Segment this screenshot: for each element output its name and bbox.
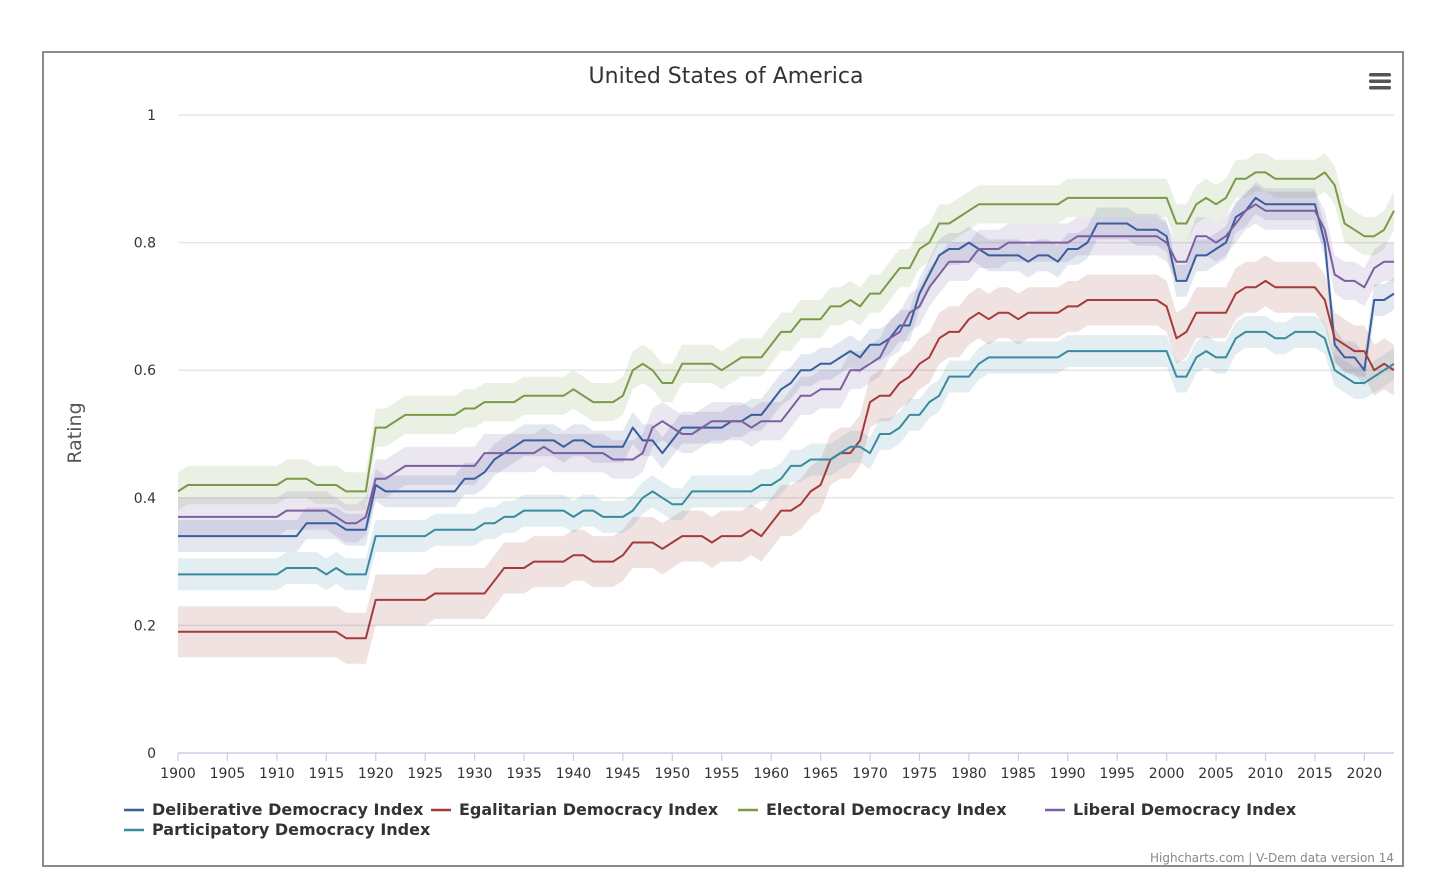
y-tick-label: 0.2 (134, 618, 156, 634)
x-tick-label: 2015 (1297, 766, 1333, 782)
series-line-2[interactable] (177, 171, 1395, 493)
y-tick-label: 1 (147, 108, 156, 124)
confidence-bands (178, 153, 1394, 664)
x-tick-label: 1930 (457, 766, 493, 782)
legend-item-1[interactable]: Egalitarian Democracy Index (431, 800, 719, 819)
x-tick-label: 1975 (902, 766, 938, 782)
legend-item-2[interactable]: Electoral Democracy Index (738, 800, 1007, 819)
x-tick-label: 2020 (1347, 766, 1383, 782)
x-tick-label: 1935 (506, 766, 542, 782)
x-tick-label: 1925 (407, 766, 443, 782)
x-tick-label: 1985 (1001, 766, 1037, 782)
gridlines (178, 114, 1394, 627)
confidence-band-0 (178, 182, 1394, 552)
x-tick-label: 1950 (654, 766, 690, 782)
x-tick-label: 2000 (1149, 766, 1185, 782)
x-tick-label: 1990 (1050, 766, 1086, 782)
x-tick-label: 1940 (556, 766, 592, 782)
y-axis-ticks: 0 0.2 0.4 0.6 0.8 1 (134, 108, 156, 762)
x-tick-label: 2010 (1248, 766, 1284, 782)
legend-label: Electoral Democracy Index (766, 800, 1007, 819)
confidence-band-1 (178, 255, 1394, 664)
x-axis: 1900 1905 1910 1915 1920 1925 1930 1935 1940 1945… (160, 752, 1394, 782)
legend-label: Participatory Democracy Index (152, 820, 431, 839)
y-tick-label: 0.4 (134, 491, 156, 507)
y-axis-label: Rating (64, 402, 86, 463)
x-tick-label: 1945 (605, 766, 641, 782)
x-tick-label: 1920 (358, 766, 394, 782)
series-line-0[interactable] (178, 196, 1395, 538)
x-tick-label: 2005 (1198, 766, 1234, 782)
x-tick-label: 1910 (259, 766, 295, 782)
legend-label: Deliberative Democracy Index (152, 800, 424, 819)
x-tick-label: 1960 (753, 766, 789, 782)
x-tick-label: 1955 (704, 766, 740, 782)
x-tick-label: 1980 (951, 766, 987, 782)
legend-label: Liberal Democracy Index (1073, 800, 1297, 819)
hamburger-menu-icon (1369, 73, 1391, 90)
y-tick-label: 0.6 (134, 363, 156, 379)
series-line-4[interactable] (178, 330, 1395, 576)
y-tick-label: 0 (147, 746, 156, 762)
x-tick-label: 1905 (210, 766, 246, 782)
legend-item-0[interactable]: Deliberative Democracy Index (124, 800, 424, 819)
x-tick-label: 1965 (803, 766, 839, 782)
x-tick-label: 1995 (1099, 766, 1135, 782)
x-tick-label: 1970 (852, 766, 888, 782)
confidence-band-4 (178, 316, 1394, 591)
x-tick-label: 1900 (160, 766, 196, 782)
series-line-1[interactable] (178, 279, 1395, 640)
legend-item-4[interactable]: Participatory Democracy Index (124, 820, 431, 839)
series-lines (177, 171, 1395, 640)
chart: United States of America Rating 00.20.40… (64, 64, 1395, 865)
legend-item-3[interactable]: Liberal Democracy Index (1045, 800, 1297, 819)
confidence-band-3 (178, 185, 1394, 543)
legend-label: Egalitarian Democracy Index (459, 800, 719, 819)
credits[interactable]: Highcharts.com | V-Dem data version 14 (1150, 851, 1394, 865)
y-tick-label: 0.8 (134, 236, 156, 252)
chart-title: United States of America (589, 64, 864, 89)
chart-menu-button[interactable] (1368, 71, 1392, 93)
x-tick-label: 1915 (308, 766, 344, 782)
series-line-3[interactable] (178, 203, 1394, 525)
legend: Deliberative Democracy Index Egalitarian … (124, 800, 1297, 839)
chart-container: United States of America Rating 0 0.2 0.4 0… (42, 51, 1404, 867)
